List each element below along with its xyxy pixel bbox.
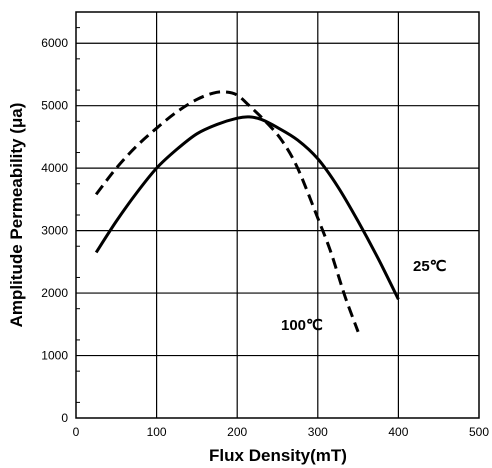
- x-axis-title: Flux Density(mT): [209, 446, 347, 465]
- y-tick-label: 1000: [41, 349, 68, 363]
- x-tick-label: 0: [73, 425, 80, 439]
- y-tick-label: 0: [61, 411, 68, 425]
- x-tick-label: 200: [227, 425, 247, 439]
- y-tick-label: 3000: [41, 224, 68, 238]
- x-tick-labels: 0 100 200 300 400 500: [73, 425, 490, 439]
- y-tick-label: 6000: [41, 36, 68, 50]
- series-line-1: [94, 90, 360, 333]
- series-line-0: [94, 115, 400, 300]
- series-label-25c: 25℃: [413, 258, 447, 275]
- series-lines: [94, 90, 400, 333]
- plot-frame: [75, 11, 480, 419]
- y-tick-label: 5000: [41, 99, 68, 113]
- y-tick-labels: 0 1000 2000 3000 4000 5000 6000: [41, 36, 68, 425]
- y-axis-title: Amplitude Permeability (μa): [7, 103, 26, 328]
- y-tick-label: 2000: [41, 286, 68, 300]
- x-tick-label: 400: [388, 425, 408, 439]
- y-tick-label: 4000: [41, 161, 68, 175]
- x-tick-label: 300: [308, 425, 328, 439]
- x-tick-label: 100: [147, 425, 167, 439]
- grid: [76, 12, 479, 418]
- x-tick-label: 500: [469, 425, 489, 439]
- series-label-100c: 100℃: [281, 317, 323, 334]
